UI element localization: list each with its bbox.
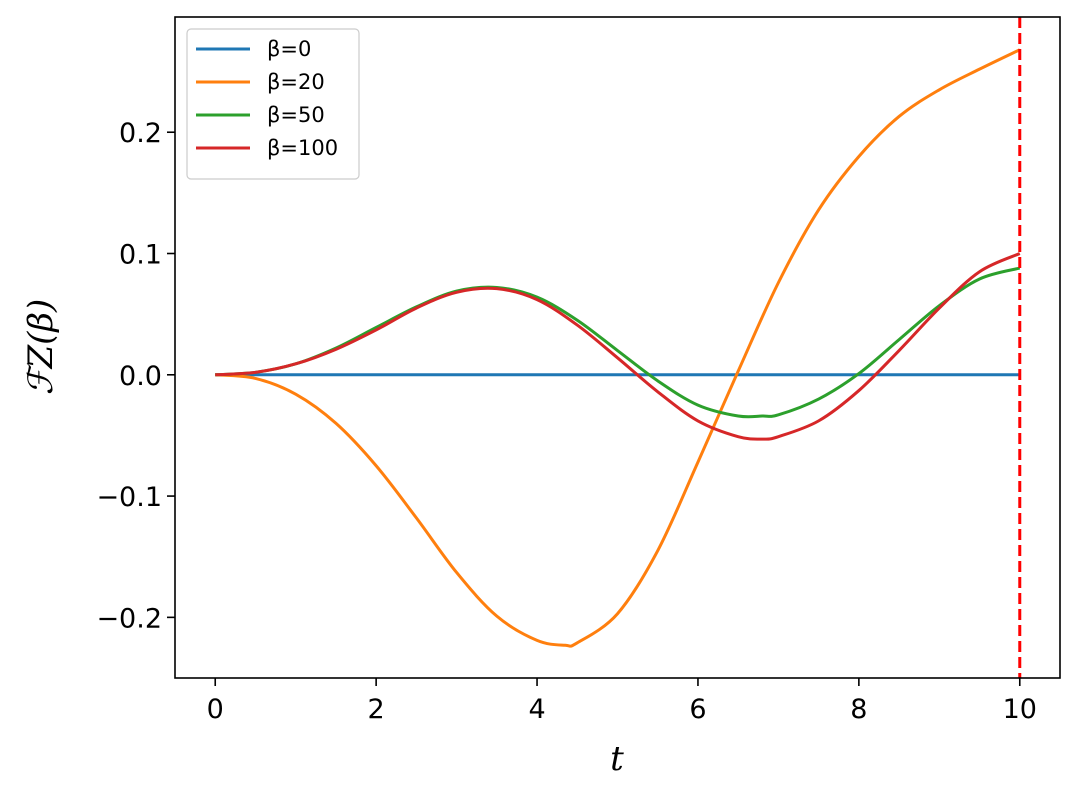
- ticks-layer: 0 2 4 6 8 10 −0.2 −0.1 0.0 0.1 0.2: [96, 118, 1037, 725]
- y-tick-label: −0.1: [96, 482, 162, 513]
- x-tick-label: 2: [368, 694, 385, 725]
- y-tick-label: 0.1: [119, 240, 162, 271]
- legend-label: β=100: [267, 136, 338, 160]
- series-line-1: [215, 48, 1021, 648]
- x-tick-label: 0: [207, 694, 224, 725]
- y-tick-label: 0.2: [119, 118, 162, 149]
- legend: β=0 β=20 β=50 β=100: [186, 28, 360, 180]
- y-tick-label: −0.2: [96, 603, 162, 634]
- series-line-2: [215, 266, 1021, 419]
- x-tick-label: 8: [850, 694, 867, 725]
- legend-box: [186, 28, 360, 180]
- x-tick-label: 6: [689, 694, 706, 725]
- legend-label: β=0: [267, 37, 311, 61]
- series-line-3: [215, 252, 1021, 441]
- series-layer: [215, 48, 1021, 648]
- x-tick-label: 10: [1003, 694, 1037, 725]
- y-tick-label: 0.0: [119, 361, 162, 392]
- legend-label: β=50: [267, 103, 325, 127]
- x-tick-label: 4: [528, 694, 545, 725]
- legend-label: β=20: [267, 70, 325, 94]
- x-axis-title: t: [610, 739, 624, 779]
- plot-frame: [174, 16, 1061, 679]
- y-axis-title: ℱZ(β): [21, 299, 61, 396]
